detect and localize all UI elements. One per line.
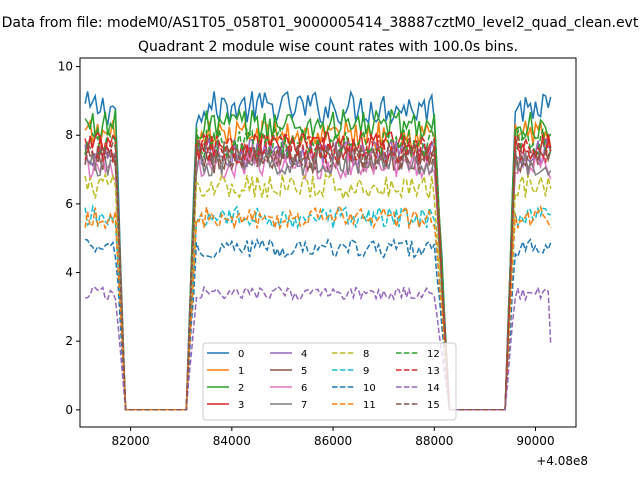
- legend-label-15: 15: [427, 400, 440, 411]
- y-tick-label: 4: [65, 266, 73, 280]
- chart-title: Quadrant 2 module wise count rates with …: [138, 39, 518, 55]
- x-tick-label: 84000: [213, 434, 251, 448]
- legend-label-12: 12: [427, 349, 440, 360]
- legend-label-5: 5: [301, 366, 307, 377]
- legend-label-6: 6: [301, 383, 307, 394]
- y-tick-label: 0: [65, 403, 73, 417]
- legend-label-13: 13: [427, 366, 440, 377]
- legend-label-9: 9: [363, 366, 369, 377]
- legend-label-0: 0: [238, 349, 244, 360]
- figure-suptitle: Data from file: modeM0/AS1T05_058T01_900…: [2, 15, 639, 31]
- x-tick-label: 88000: [415, 434, 453, 448]
- legend-label-3: 3: [238, 400, 244, 411]
- legend-label-10: 10: [363, 383, 376, 394]
- axes-frame: [79, 57, 577, 428]
- legend-label-4: 4: [301, 349, 307, 360]
- legend-label-7: 7: [301, 400, 307, 411]
- y-tick-label: 2: [65, 334, 73, 348]
- x-tick-label: 82000: [112, 434, 150, 448]
- legend-label-11: 11: [363, 400, 376, 411]
- y-tick-label: 6: [65, 197, 73, 211]
- series-line-15: [84, 139, 552, 411]
- y-tick-label: 10: [58, 60, 73, 74]
- legend-label-8: 8: [363, 349, 369, 360]
- x-tick-label: 86000: [314, 434, 352, 448]
- legend-label-14: 14: [427, 383, 440, 394]
- legend-label-2: 2: [238, 383, 244, 394]
- series-layer: [84, 89, 552, 411]
- legend-label-1: 1: [238, 366, 244, 377]
- x-axis-offset-label: +4.08e8: [536, 454, 588, 468]
- x-tick-label: 90000: [516, 434, 554, 448]
- y-tick-label: 8: [65, 128, 73, 142]
- legend-frame: [202, 342, 457, 421]
